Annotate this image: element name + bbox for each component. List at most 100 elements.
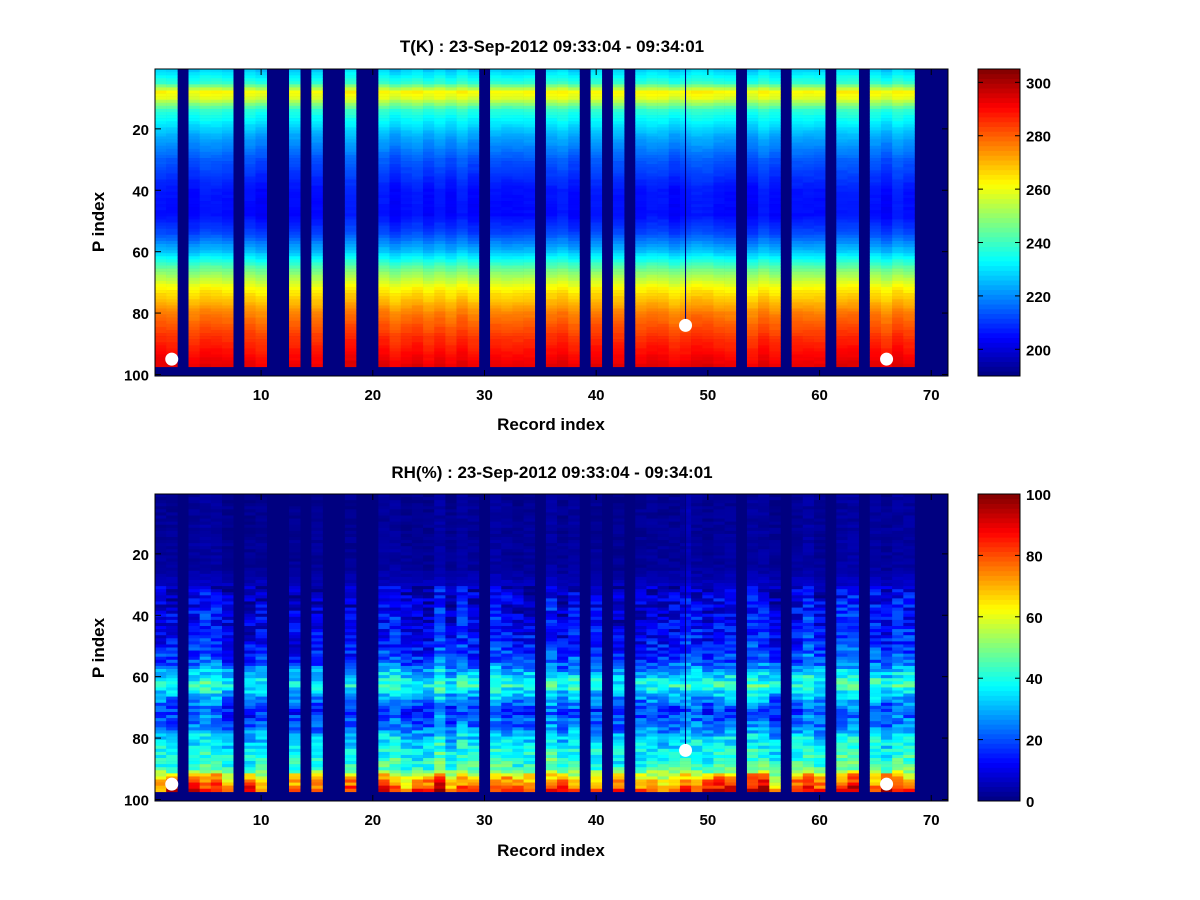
heatmap-cell bbox=[557, 320, 569, 325]
heatmap-cell bbox=[501, 151, 513, 156]
heatmap-cell bbox=[411, 296, 424, 300]
heatmap-cell bbox=[836, 115, 848, 119]
heatmap-cell bbox=[166, 339, 178, 343]
heatmap-cell bbox=[456, 256, 469, 260]
heatmap-cell bbox=[222, 93, 234, 97]
heatmap-cell bbox=[691, 305, 703, 309]
heatmap-cell bbox=[892, 317, 904, 322]
heatmap-cell bbox=[691, 234, 703, 239]
heatmap-cell bbox=[445, 142, 457, 147]
heatmap-cell bbox=[400, 167, 413, 171]
heatmap-cell bbox=[311, 360, 323, 365]
heatmap-cell bbox=[590, 87, 603, 91]
heatmap-cell bbox=[344, 286, 357, 291]
heatmap-cell bbox=[679, 81, 685, 85]
heatmap-cell bbox=[702, 342, 714, 346]
heatmap-cell bbox=[679, 225, 685, 229]
heatmap-cell bbox=[512, 154, 524, 159]
heatmap-cell bbox=[456, 204, 469, 208]
heatmap-cell bbox=[501, 161, 513, 165]
heatmap-cell bbox=[188, 354, 200, 358]
heatmap-cell bbox=[188, 268, 200, 272]
heatmap-cell bbox=[557, 179, 569, 183]
heatmap-cell bbox=[758, 111, 770, 116]
heatmap-cell bbox=[512, 194, 524, 199]
heatmap-cell bbox=[612, 225, 625, 229]
heatmap-cell bbox=[679, 207, 685, 211]
heatmap-cell bbox=[702, 247, 714, 251]
heatmap-cell bbox=[311, 210, 323, 214]
heatmap-cell bbox=[590, 345, 603, 349]
heatmap-cell bbox=[657, 222, 670, 226]
heatmap-cell bbox=[512, 247, 524, 251]
heatmap-cell bbox=[668, 127, 681, 131]
heatmap-cell bbox=[199, 286, 212, 291]
heatmap-cell bbox=[523, 191, 536, 196]
heatmap-cell bbox=[411, 228, 424, 233]
heatmap-cell bbox=[813, 90, 826, 94]
heatmap-cell bbox=[423, 136, 435, 140]
record-column bbox=[713, 69, 725, 368]
heatmap-cell bbox=[746, 161, 759, 165]
heatmap-cell bbox=[691, 75, 703, 79]
record-column bbox=[557, 69, 569, 368]
heatmap-cell bbox=[813, 320, 826, 325]
record-column bbox=[612, 69, 625, 368]
heatmap-cell bbox=[668, 262, 681, 266]
heatmap-cell bbox=[557, 213, 569, 217]
heatmap-cell bbox=[724, 283, 737, 288]
heatmap-cell bbox=[635, 93, 647, 97]
heatmap-cell bbox=[311, 259, 323, 263]
heatmap-cell bbox=[378, 188, 390, 193]
heatmap-cell bbox=[903, 348, 915, 352]
heatmap-cell bbox=[255, 262, 267, 266]
heatmap-cell bbox=[892, 207, 904, 211]
heatmap-cell bbox=[423, 176, 435, 180]
heatmap-cell bbox=[456, 179, 469, 183]
heatmap-cell bbox=[467, 105, 480, 110]
heatmap-cell bbox=[635, 118, 647, 122]
heatmap-cell bbox=[545, 69, 558, 73]
heatmap-cell bbox=[679, 130, 685, 134]
heatmap-cell bbox=[344, 176, 357, 180]
heatmap-cell bbox=[400, 219, 413, 223]
heatmap-cell bbox=[892, 354, 904, 358]
heatmap-cell bbox=[523, 299, 536, 303]
heatmap-cell bbox=[657, 124, 670, 128]
heatmap-cell bbox=[691, 253, 703, 257]
heatmap-cell bbox=[445, 348, 457, 352]
heatmap-cell bbox=[490, 197, 502, 202]
heatmap-cell bbox=[769, 124, 781, 128]
heatmap-cell bbox=[255, 139, 267, 143]
heatmap-cell bbox=[445, 314, 457, 318]
heatmap-cell bbox=[545, 336, 558, 340]
heatmap-cell bbox=[892, 234, 904, 239]
heatmap-cell bbox=[746, 136, 759, 140]
heatmap-cell bbox=[813, 256, 826, 260]
heatmap-cell bbox=[836, 268, 848, 272]
heatmap-cell bbox=[568, 191, 580, 196]
heatmap-cell bbox=[512, 363, 524, 368]
heatmap-cell bbox=[244, 317, 256, 322]
heatmap-cell bbox=[869, 305, 882, 309]
heatmap-cell bbox=[679, 259, 685, 263]
heatmap-cell bbox=[590, 201, 603, 205]
heatmap-cell bbox=[423, 259, 435, 263]
heatmap-cell bbox=[713, 247, 725, 251]
heatmap-cell bbox=[590, 102, 603, 107]
heatmap-cell bbox=[545, 259, 558, 263]
heatmap-cell bbox=[702, 311, 714, 315]
heatmap-cell bbox=[255, 185, 267, 190]
heatmap-cell bbox=[490, 234, 502, 239]
heatmap-cell bbox=[400, 216, 413, 220]
heatmap-cell bbox=[311, 99, 323, 104]
heatmap-cell bbox=[199, 280, 212, 285]
heatmap-cell bbox=[869, 164, 882, 168]
heatmap-cell bbox=[378, 158, 390, 162]
heatmap-cell bbox=[255, 357, 267, 361]
heatmap-cell bbox=[746, 185, 759, 190]
heatmap-cell bbox=[344, 225, 357, 229]
heatmap-cell bbox=[501, 188, 513, 193]
heatmap-cell bbox=[434, 154, 446, 159]
heatmap-cell bbox=[568, 90, 580, 94]
